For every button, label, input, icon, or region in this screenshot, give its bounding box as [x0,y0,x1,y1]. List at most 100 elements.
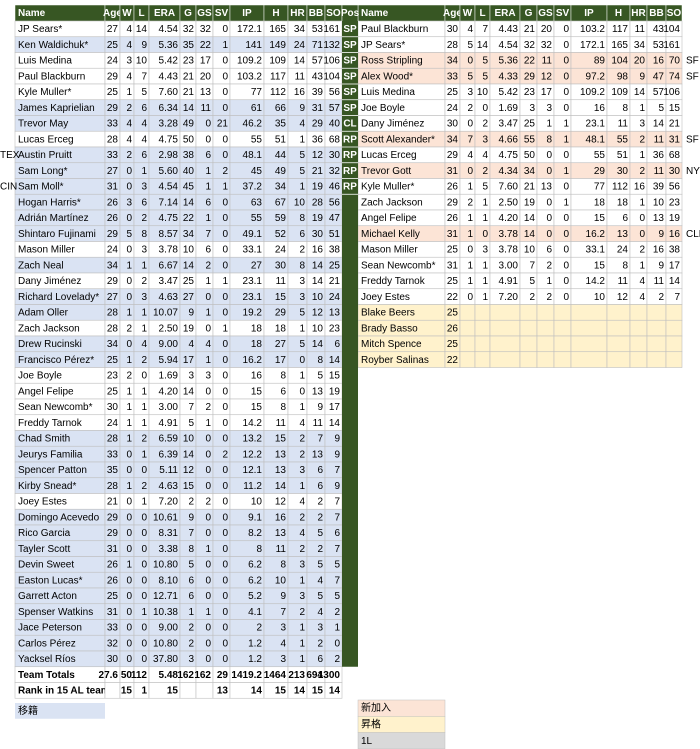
stat-value: 13 [312,449,324,460]
column-header: ERA [154,8,175,19]
stat-value: 11 [276,418,287,429]
cell [519,304,538,321]
stat-value: 1 [299,182,305,193]
column-header: HR [631,8,646,19]
stat-value: 2 [126,371,132,382]
stat-value: 0 [126,638,132,649]
cell [570,335,608,353]
summary-value: 694 [306,670,323,681]
stat-value: 10 [275,575,287,586]
stat-value: 25 [183,276,195,287]
stat-value: 3 [280,654,286,665]
legend-label: 1L [361,736,373,747]
cell [606,335,631,353]
stat-value: 5 [529,276,535,287]
stat-value: 0 [563,150,569,161]
stat-value: 19 [312,213,324,224]
stat-value: 6 [205,150,211,161]
stat-value: 12.71 [153,591,178,602]
stat-value: 14 [653,119,665,130]
stat-value: 8 [299,260,305,271]
team-note: SF [686,71,699,82]
stat-value: 12 [275,497,287,508]
stat-value: 6 [188,575,194,586]
stat-value: 34 [294,24,306,35]
stat-value: 1.2 [248,638,262,649]
stat-value: 47 [653,71,665,82]
stat-value: 3 [299,276,305,287]
stat-value: 7 [334,544,340,555]
stat-value: 8.31 [159,528,179,539]
stat-value: 0 [141,544,147,555]
stat-value: 10.80 [153,560,178,571]
stat-value: 16 [594,103,606,114]
stat-value: 11 [542,56,553,67]
player-name: Jeurys Familia [18,449,83,460]
stat-value: 9 [188,512,194,523]
stat-value: 2 [317,497,323,508]
stat-value: 3 [317,623,323,634]
position: RP [343,150,357,161]
cell [489,319,521,337]
stat-value: 1 [126,87,132,98]
stat-value: 1.69 [499,103,519,114]
stat-value: 0 [205,623,211,634]
stat-value: 0 [222,213,228,224]
stat-value: 8 [280,371,286,382]
stat-value: 4.34 [499,166,519,177]
column-header: BB [649,8,663,19]
player-name: Domingo Acevedo [18,512,100,523]
player-name: Lucas Erceg [18,134,74,145]
stat-value: 8 [299,213,305,224]
player-name: Sean Newcomb* [361,260,436,271]
stat-value: 1 [334,623,340,634]
cell [179,682,197,699]
stat-value: 77 [594,182,606,193]
stat-value: 1 [467,276,473,287]
stat-value: 9 [658,229,664,240]
stat-value: 2 [467,103,473,114]
position: SP [343,40,357,51]
stat-value: 0 [222,245,228,256]
stat-value: 2 [205,260,211,271]
stat-value: 1.2 [248,654,262,665]
stat-value: 6.39 [159,449,179,460]
stat-value: 28 [447,40,459,51]
player-name: Kirby Snead* [18,481,76,492]
stat-value: 57 [329,103,341,114]
stat-value: 4 [188,339,194,350]
stat-value: 11 [654,276,665,287]
stat-value: 2 [222,166,228,177]
player-name: Richard Lovelady* [18,292,99,303]
stat-value: 39 [312,87,324,98]
stat-value: 33 [107,119,119,130]
stat-value: 14 [183,103,195,114]
stat-value: 3 [299,465,305,476]
stat-value: 0 [563,40,569,51]
player-name: Ken Waldichuk* [18,40,88,51]
stat-value: 4 [299,418,305,429]
stat-value: 29 [107,103,119,114]
stat-value: 1 [563,119,569,130]
stat-value: 8 [622,103,628,114]
stat-value: 1 [467,260,473,271]
stat-value: 7 [188,528,194,539]
summary-value: 14 [294,686,306,697]
stat-value: 25 [107,87,119,98]
stat-value: 51 [329,229,341,240]
stat-value: 32 [541,40,553,51]
stat-value: 7.20 [499,292,519,303]
stat-value: 10.80 [153,638,178,649]
stat-value: 6 [141,197,147,208]
stat-value: 2 [188,623,194,634]
stat-value: 0 [222,638,228,649]
stat-value: 23 [329,323,341,334]
cell [553,319,572,337]
stat-value: 3 [299,292,305,303]
stat-value: 1 [141,418,147,429]
stat-value: 3.78 [499,245,519,256]
stat-value: 1 [563,197,569,208]
stat-value: 3.47 [499,119,519,130]
stat-value: 132 [323,40,340,51]
stat-value: 149 [269,40,286,51]
